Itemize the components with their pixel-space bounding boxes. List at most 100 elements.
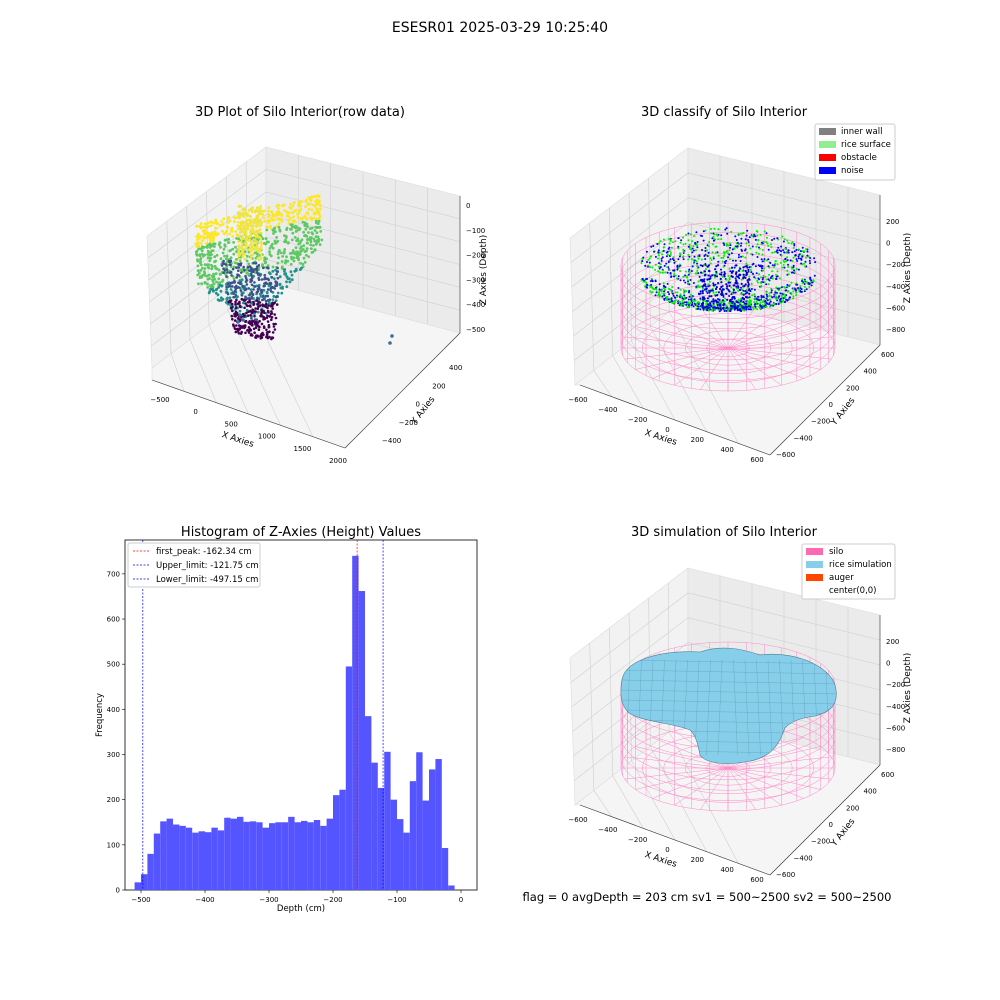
panel2-silo-spoke <box>635 326 729 349</box>
panel2-point <box>760 294 763 297</box>
panel1-point <box>274 230 277 234</box>
panel2-point <box>673 275 676 278</box>
panel3-bar <box>256 822 263 890</box>
panel1-point <box>250 274 253 277</box>
panel1-point <box>206 256 210 260</box>
panel1-point <box>270 316 274 319</box>
panel2-point <box>717 228 720 231</box>
panel1-point <box>260 232 263 235</box>
panel2-point <box>778 249 781 252</box>
panel2-point <box>658 267 661 270</box>
panel2-noise-point <box>733 296 736 299</box>
panel2-point <box>714 276 716 279</box>
panel1-point <box>258 304 262 307</box>
panel1-point <box>263 258 266 262</box>
panel1-outlier <box>241 318 245 322</box>
panel2-point <box>696 286 699 288</box>
panel2-point <box>677 247 680 250</box>
panel2-point <box>674 240 677 243</box>
panel2-noise-point <box>722 304 725 307</box>
panel2-point <box>707 245 710 248</box>
panel2-noise-point <box>720 281 723 284</box>
panel1-point <box>257 297 261 300</box>
panel2-point <box>771 251 774 254</box>
panel1-point <box>241 244 244 247</box>
panel1-point <box>245 311 248 315</box>
panel1-point <box>275 212 278 216</box>
panel1-point <box>242 221 245 225</box>
panel1-grid-line <box>208 324 249 415</box>
panel2-point <box>689 233 692 236</box>
panel4-grid-line <box>571 617 881 708</box>
panel1-point <box>244 280 248 284</box>
panel2-point <box>655 291 658 294</box>
panel2-point <box>722 295 725 298</box>
panel2-point <box>776 237 779 240</box>
panel1-point <box>281 287 284 290</box>
panel3-title: Histogram of Z-Axies (Height) Values <box>181 525 421 540</box>
panel2-point <box>747 286 750 289</box>
panel1-point <box>306 202 310 206</box>
panel2-noise-point <box>720 293 723 297</box>
panel1-point <box>318 216 321 220</box>
panel2-point <box>793 269 796 272</box>
panel4-mesh-line <box>744 659 750 756</box>
panel2-point <box>643 280 646 283</box>
panel2-point <box>748 236 751 239</box>
panel1-point <box>241 212 245 215</box>
panel2-point <box>785 250 788 253</box>
panel2-point <box>697 257 700 260</box>
panel4-z-tick: −200 <box>886 681 905 689</box>
panel2-noise-point <box>699 290 702 293</box>
panel1-point <box>238 309 242 313</box>
panel2-point <box>708 241 711 243</box>
panel2-noise-point <box>726 306 729 309</box>
panel2-point <box>685 296 688 299</box>
panel4-grid-line <box>593 790 612 817</box>
panel2-noise-point <box>706 297 710 300</box>
panel1-point <box>219 289 223 293</box>
panel2-noise-point <box>747 289 750 292</box>
panel1-point <box>284 272 288 276</box>
panel3-bar <box>217 830 225 890</box>
panel4-y-tick: 0 <box>829 821 833 829</box>
panel2-y-tick: −600 <box>776 451 795 459</box>
panel2-noise-point <box>733 284 736 287</box>
panel2-ylabel: Y Axies <box>829 396 858 429</box>
panel1-point <box>201 245 204 249</box>
panel2-point <box>702 230 705 233</box>
panel3-y-tick: 0 <box>116 887 120 895</box>
panel2-point <box>746 299 749 302</box>
panel1-point <box>224 301 228 304</box>
panel2-point <box>693 255 696 258</box>
panel2-point <box>801 255 804 258</box>
panel3-bar <box>173 824 180 890</box>
panel1-point <box>246 227 250 231</box>
panel1-point <box>309 198 313 202</box>
panel2-point <box>749 247 752 250</box>
panel2-noise-point <box>704 283 707 286</box>
panel2-point <box>777 303 780 305</box>
panel1-point <box>249 272 253 275</box>
panel2-noise-point <box>714 274 717 277</box>
panel2-point <box>805 248 808 251</box>
panel2-point <box>786 299 789 302</box>
panel1-point <box>277 225 281 229</box>
panel2-point <box>686 302 689 305</box>
panel2-point <box>762 281 764 284</box>
panel3-bar <box>166 818 173 890</box>
panel2-point <box>688 289 691 292</box>
panel-classify-3d: 3D classify of Silo Interior −600−400−20… <box>568 105 913 464</box>
panel1-point <box>212 282 216 286</box>
panel1-point <box>217 281 221 285</box>
panel1-point <box>275 236 278 239</box>
panel2-noise-point <box>713 300 716 303</box>
panel2-point <box>692 259 695 262</box>
panel2-point <box>697 272 700 275</box>
panel2-point <box>707 283 710 286</box>
panel2-point <box>754 277 757 280</box>
panel2-point <box>679 293 682 296</box>
panel2-point <box>766 295 769 298</box>
panel2-point <box>675 277 678 280</box>
panel1-y-tick: −200 <box>399 419 418 427</box>
